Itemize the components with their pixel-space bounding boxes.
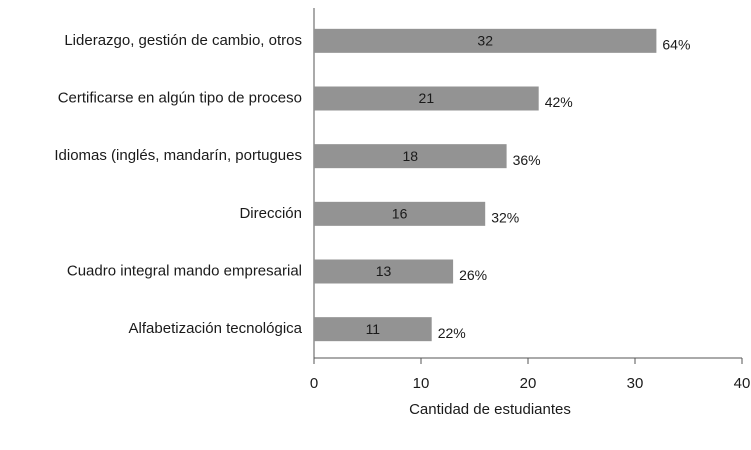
value-label: 16 xyxy=(392,206,408,222)
bar xyxy=(314,86,539,111)
value-label: 21 xyxy=(419,90,435,106)
bar xyxy=(314,201,486,226)
percent-label: 64% xyxy=(662,37,690,53)
x-axis-title: Cantidad de estudiantes xyxy=(409,401,571,418)
value-label: 13 xyxy=(376,263,392,279)
percent-label: 32% xyxy=(491,210,519,226)
percent-label: 22% xyxy=(438,325,466,341)
bar xyxy=(314,259,454,284)
bar xyxy=(314,28,657,53)
percent-label: 26% xyxy=(459,267,487,283)
percent-label: 36% xyxy=(513,152,541,168)
y-tick-label: Certificarse en algún tipo de proceso xyxy=(58,89,302,106)
y-tick-label: Dirección xyxy=(239,205,302,222)
value-label: 32 xyxy=(477,33,493,49)
y-tick-label: Alfabetización tecnológica xyxy=(129,320,303,337)
x-tick-label: 40 xyxy=(734,375,751,392)
x-tick-label: 0 xyxy=(310,375,318,392)
y-tick-label: Cuadro integral mando empresarial xyxy=(67,262,302,279)
bar xyxy=(314,144,507,169)
y-tick-label: Idiomas (inglés, mandarín, portugues xyxy=(54,147,302,164)
bar xyxy=(314,317,432,342)
x-tick-label: 30 xyxy=(627,375,644,392)
value-label: 11 xyxy=(366,321,381,337)
x-tick-label: 10 xyxy=(413,375,430,392)
x-tick-label: 20 xyxy=(520,375,537,392)
percent-label: 42% xyxy=(545,94,573,110)
value-label: 18 xyxy=(403,148,419,164)
y-tick-label: Liderazgo, gestión de cambio, otros xyxy=(64,32,302,49)
